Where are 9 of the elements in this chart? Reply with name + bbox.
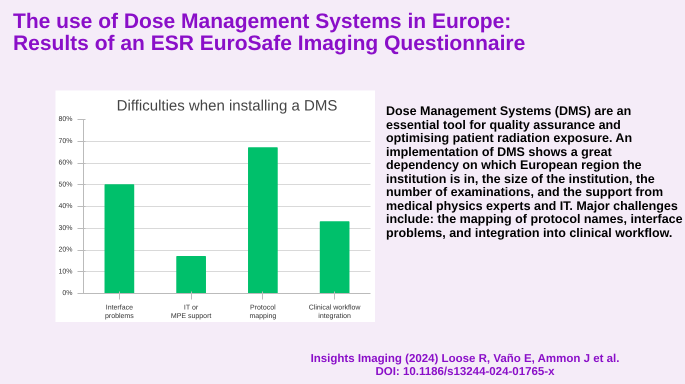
chart-title: Difficulties when installing a DMS (116, 98, 338, 114)
text: DOI: 10.1186/s13244-024-01765-x (375, 366, 555, 378)
bar (104, 184, 134, 294)
text: The use of Dose Management Systems in Europe: Results of an ESR EuroSafe Imaging Questionnaire (13, 10, 526, 55)
bar (320, 221, 350, 294)
text: Dose Management Systems (DMS) are an essential tool for quality assurance and optimising patient radiation exposure. An implementation of DMS shows a great dependency on which European region the institution is in, the size of the institution, the number of examinations, and the support from medical physics experts and IT. Major challenges include: the mapping of protocol names, interface problems, and integration into clinical workflow. (386, 104, 683, 240)
bar (176, 256, 206, 294)
text: Insights Imaging (2024) Loose R, Vaño E, Ammon J et al. (310, 353, 620, 365)
bar (248, 147, 278, 294)
